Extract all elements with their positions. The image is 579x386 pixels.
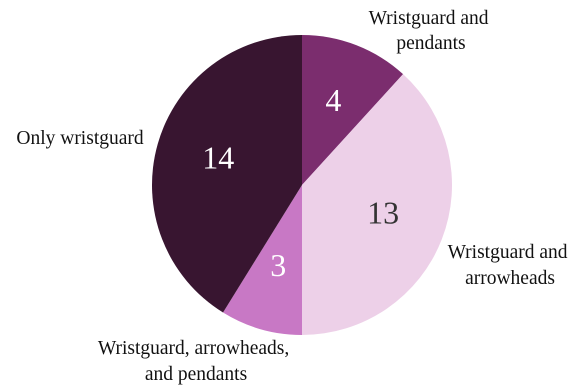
pie-category-labels: Wristguard and pendants Wristguard and a… bbox=[16, 8, 573, 385]
category-label-line: Wristguard and bbox=[448, 242, 568, 263]
pie-value-label: 13 bbox=[367, 195, 399, 231]
category-label-wristguard-and-pendants: Wristguard and pendants bbox=[369, 8, 494, 54]
pie-slice-only-wristguard bbox=[152, 35, 302, 313]
pie-slice-wristguard-arrowheads-and-pendants bbox=[223, 185, 302, 335]
pie-value-label: 14 bbox=[202, 140, 234, 176]
pie-slice-wristguard-and-pendants bbox=[302, 35, 404, 185]
category-label-line: arrowheads bbox=[465, 268, 555, 289]
category-label-line: Wristguard and bbox=[369, 8, 489, 29]
pie-value-labels: 4 13 3 14 bbox=[202, 82, 399, 283]
pie-slices bbox=[152, 35, 452, 336]
category-label-line: Only wristguard bbox=[16, 128, 144, 149]
pie-slice-wristguard-and-arrowheads bbox=[302, 74, 452, 336]
category-label-wristguard-arrowheads-and-pendants: Wristguard, arrowheads, and pendants bbox=[98, 338, 294, 385]
pie-value-label: 4 bbox=[325, 82, 341, 118]
category-label-wristguard-and-arrowheads: Wristguard and arrowheads bbox=[448, 242, 573, 289]
category-label-only-wristguard: Only wristguard bbox=[16, 128, 144, 149]
category-label-line: pendants bbox=[396, 33, 465, 54]
category-label-line: Wristguard, arrowheads, bbox=[98, 338, 289, 359]
category-label-line: and pendants bbox=[145, 364, 247, 385]
pie-value-label: 3 bbox=[270, 247, 286, 283]
